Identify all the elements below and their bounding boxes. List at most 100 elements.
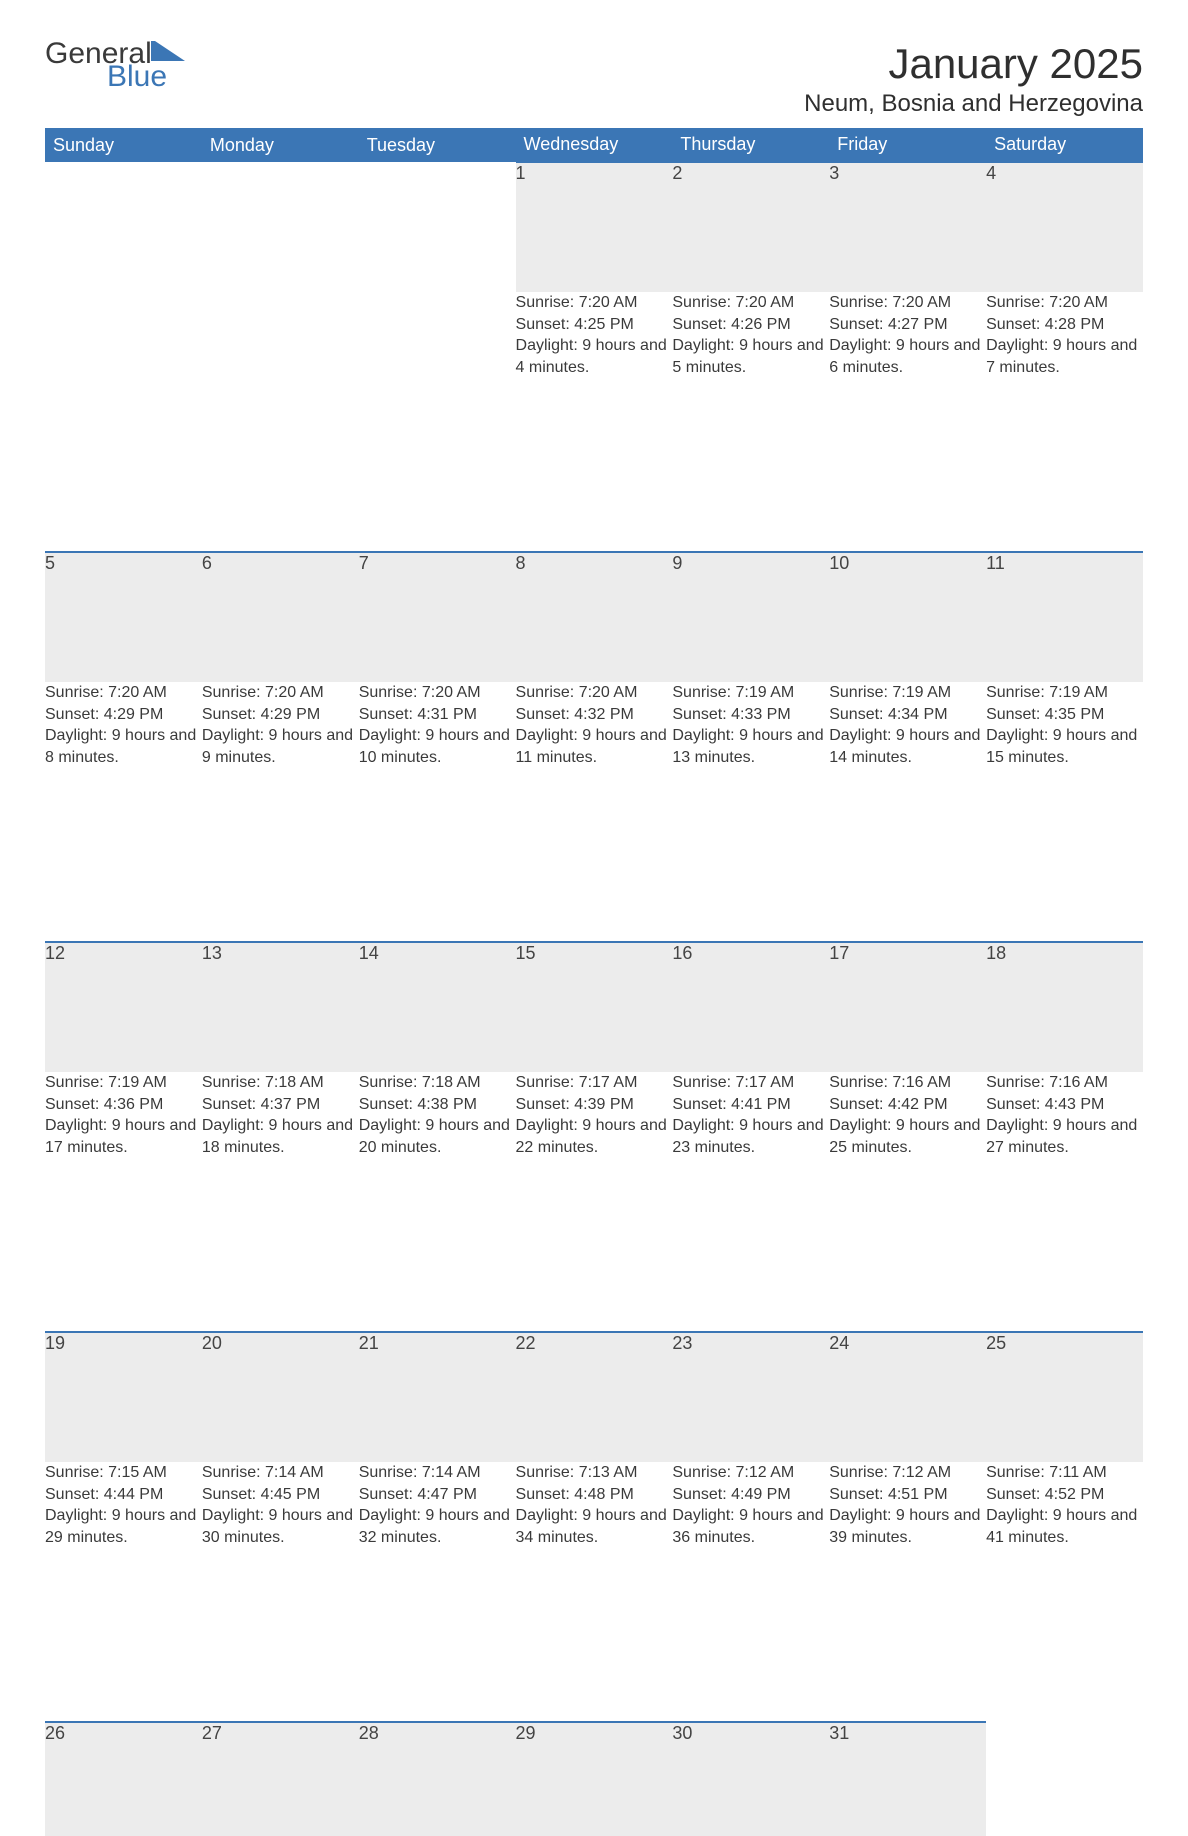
sunrise-value: 7:19 AM bbox=[736, 684, 795, 701]
day-number-cell: 29 bbox=[516, 1722, 673, 1836]
sunset-label: Sunset: bbox=[986, 1486, 1040, 1503]
sunrise-label: Sunrise: bbox=[516, 294, 575, 311]
daylight-line: Daylight: 9 hours and 18 minutes. bbox=[202, 1115, 359, 1158]
sunset-label: Sunset: bbox=[986, 706, 1040, 723]
day-number-cell: 5 bbox=[45, 552, 202, 682]
sunset-line: Sunset: 4:27 PM bbox=[829, 314, 986, 336]
sunrise-label: Sunrise: bbox=[516, 1464, 575, 1481]
sunrise-label: Sunrise: bbox=[202, 1074, 261, 1091]
sunrise-label: Sunrise: bbox=[359, 1464, 418, 1481]
sunrise-value: 7:20 AM bbox=[579, 684, 638, 701]
sunset-label: Sunset: bbox=[359, 706, 413, 723]
daylight-line: Daylight: 9 hours and 10 minutes. bbox=[359, 725, 516, 768]
daylight-label: Daylight: bbox=[516, 1507, 578, 1524]
sunrise-value: 7:20 AM bbox=[265, 684, 324, 701]
day-body-cell: Sunrise: 7:16 AMSunset: 4:42 PMDaylight:… bbox=[829, 1072, 986, 1202]
sunset-label: Sunset: bbox=[672, 316, 726, 333]
sunrise-label: Sunrise: bbox=[829, 294, 888, 311]
sunrise-line: Sunrise: 7:20 AM bbox=[672, 292, 829, 314]
sunset-value: 4:29 PM bbox=[261, 706, 321, 723]
daylight-line: Daylight: 9 hours and 5 minutes. bbox=[672, 335, 829, 378]
sunset-value: 4:38 PM bbox=[417, 1096, 477, 1113]
day-number-cell: 11 bbox=[986, 552, 1143, 682]
sunrise-line: Sunrise: 7:17 AM bbox=[672, 1072, 829, 1094]
sunset-value: 4:51 PM bbox=[888, 1486, 948, 1503]
sunset-label: Sunset: bbox=[829, 706, 883, 723]
sunset-line: Sunset: 4:26 PM bbox=[672, 314, 829, 336]
weekday-header: Tuesday bbox=[359, 128, 516, 162]
sunrise-line: Sunrise: 7:20 AM bbox=[516, 292, 673, 314]
sunrise-value: 7:20 AM bbox=[892, 294, 951, 311]
daylight-label: Daylight: bbox=[986, 727, 1048, 744]
day-number-cell: 16 bbox=[672, 942, 829, 1072]
sunset-line: Sunset: 4:41 PM bbox=[672, 1094, 829, 1116]
daylight-label: Daylight: bbox=[672, 1117, 734, 1134]
day-number-cell: 1 bbox=[516, 162, 673, 292]
sunrise-line: Sunrise: 7:20 AM bbox=[986, 292, 1143, 314]
daylight-label: Daylight: bbox=[672, 337, 734, 354]
sunset-line: Sunset: 4:44 PM bbox=[45, 1484, 202, 1506]
weekday-header: Sunday bbox=[45, 128, 202, 162]
day-number-cell: 25 bbox=[986, 1332, 1143, 1462]
daylight-line: Daylight: 9 hours and 14 minutes. bbox=[829, 725, 986, 768]
day-number-cell: 8 bbox=[516, 552, 673, 682]
sunset-label: Sunset: bbox=[516, 706, 570, 723]
day-number-cell bbox=[45, 162, 202, 292]
sunrise-label: Sunrise: bbox=[45, 1074, 104, 1091]
sunrise-label: Sunrise: bbox=[672, 684, 731, 701]
day-number-cell: 6 bbox=[202, 552, 359, 682]
sunset-label: Sunset: bbox=[829, 1096, 883, 1113]
sunset-value: 4:31 PM bbox=[417, 706, 477, 723]
weekday-header: Monday bbox=[202, 128, 359, 162]
daylight-label: Daylight: bbox=[202, 1117, 264, 1134]
sunset-label: Sunset: bbox=[672, 1096, 726, 1113]
day-number-cell: 12 bbox=[45, 942, 202, 1072]
sunrise-value: 7:15 AM bbox=[108, 1464, 167, 1481]
day-number-cell: 14 bbox=[359, 942, 516, 1072]
day-number-cell bbox=[359, 162, 516, 292]
sunset-line: Sunset: 4:43 PM bbox=[986, 1094, 1143, 1116]
daylight-line: Daylight: 9 hours and 25 minutes. bbox=[829, 1115, 986, 1158]
sunset-label: Sunset: bbox=[829, 316, 883, 333]
day-body-cell: Sunrise: 7:20 AMSunset: 4:25 PMDaylight:… bbox=[516, 292, 673, 422]
day-number-cell: 22 bbox=[516, 1332, 673, 1462]
daylight-label: Daylight: bbox=[986, 337, 1048, 354]
weekday-header: Thursday bbox=[672, 128, 829, 162]
spacer-row bbox=[45, 1202, 1143, 1332]
day-number-cell: 19 bbox=[45, 1332, 202, 1462]
daylight-label: Daylight: bbox=[672, 1507, 734, 1524]
sunrise-line: Sunrise: 7:19 AM bbox=[672, 682, 829, 704]
sunrise-value: 7:16 AM bbox=[892, 1074, 951, 1091]
sunrise-label: Sunrise: bbox=[672, 1464, 731, 1481]
daylight-label: Daylight: bbox=[516, 1117, 578, 1134]
sunset-label: Sunset: bbox=[672, 706, 726, 723]
daynum-row: 19202122232425 bbox=[45, 1332, 1143, 1462]
sunrise-line: Sunrise: 7:20 AM bbox=[829, 292, 986, 314]
sunrise-line: Sunrise: 7:15 AM bbox=[45, 1462, 202, 1484]
sunset-value: 4:36 PM bbox=[104, 1096, 164, 1113]
sunrise-label: Sunrise: bbox=[516, 684, 575, 701]
sunset-value: 4:48 PM bbox=[574, 1486, 634, 1503]
day-body-cell: Sunrise: 7:20 AMSunset: 4:29 PMDaylight:… bbox=[202, 682, 359, 812]
sunrise-value: 7:20 AM bbox=[579, 294, 638, 311]
daynum-row: 1234 bbox=[45, 162, 1143, 292]
daynum-row: 12131415161718 bbox=[45, 942, 1143, 1072]
daylight-label: Daylight: bbox=[516, 337, 578, 354]
sunset-line: Sunset: 4:31 PM bbox=[359, 704, 516, 726]
sunset-line: Sunset: 4:32 PM bbox=[516, 704, 673, 726]
day-body-cell: Sunrise: 7:19 AMSunset: 4:35 PMDaylight:… bbox=[986, 682, 1143, 812]
sunset-value: 4:52 PM bbox=[1045, 1486, 1105, 1503]
sunrise-label: Sunrise: bbox=[359, 1074, 418, 1091]
sunset-value: 4:32 PM bbox=[574, 706, 634, 723]
logo-flag-icon bbox=[155, 41, 185, 61]
day-body-cell: Sunrise: 7:20 AMSunset: 4:27 PMDaylight:… bbox=[829, 292, 986, 422]
sunrise-line: Sunrise: 7:17 AM bbox=[516, 1072, 673, 1094]
sunset-value: 4:44 PM bbox=[104, 1486, 164, 1503]
day-body-cell: Sunrise: 7:17 AMSunset: 4:39 PMDaylight:… bbox=[516, 1072, 673, 1202]
calendar-table: SundayMondayTuesdayWednesdayThursdayFrid… bbox=[45, 128, 1143, 1836]
sunset-value: 4:29 PM bbox=[104, 706, 164, 723]
day-number-cell: 23 bbox=[672, 1332, 829, 1462]
sunset-line: Sunset: 4:29 PM bbox=[202, 704, 359, 726]
sunset-value: 4:35 PM bbox=[1045, 706, 1105, 723]
sunset-line: Sunset: 4:37 PM bbox=[202, 1094, 359, 1116]
